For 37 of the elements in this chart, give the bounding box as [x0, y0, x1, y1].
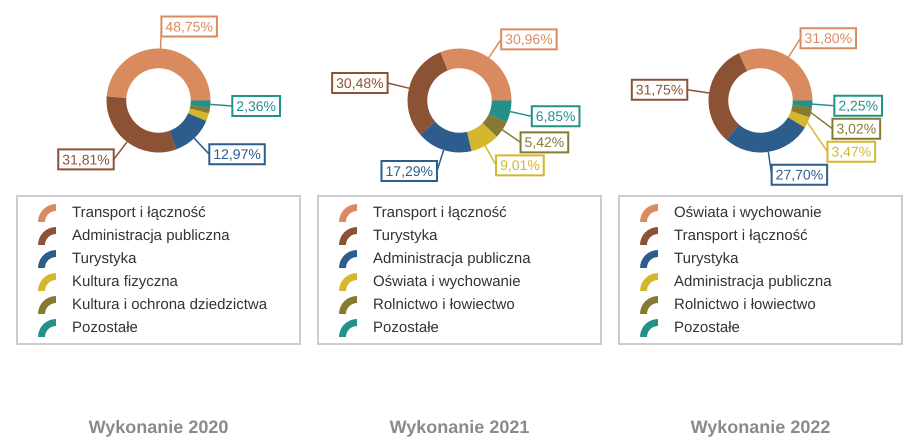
data-label: 12,97% — [213, 146, 261, 162]
data-label: 3,47% — [831, 144, 872, 160]
data-label: 2,36% — [236, 98, 276, 114]
legend-label: Administracja publiczna — [72, 227, 230, 244]
legend-label: Turystyka — [72, 250, 136, 267]
data-label: 31,80% — [804, 30, 852, 46]
data-label: 31,81% — [62, 151, 110, 168]
legend-label: Pozostałe — [72, 319, 138, 336]
data-label: 2,25% — [838, 98, 878, 114]
legend-label: Kultura fizyczna — [72, 273, 178, 290]
data-label: 48,75% — [165, 18, 213, 34]
text: Wykonanie 2021 — [390, 417, 530, 438]
data-label: 30,96% — [505, 31, 553, 48]
legend-label: Rolnictwo i łowiectwo — [373, 296, 515, 313]
data-label: 30,48% — [336, 74, 384, 91]
data-label: 17,29% — [385, 162, 433, 179]
legend-label: Turystyka — [674, 250, 738, 267]
data-label: 27,70% — [776, 166, 824, 183]
legend-label: Administracja publiczna — [674, 273, 832, 290]
legend-label: Transport i łączność — [674, 227, 808, 244]
data-label: 31,75% — [636, 82, 684, 98]
legend-label: Administracja publiczna — [373, 250, 531, 267]
data-label: 5,42% — [524, 134, 564, 150]
legend-label: Pozostałe — [674, 319, 740, 336]
legend-label: Rolnictwo i łowiectwo — [674, 296, 816, 313]
legend-label: Kultura i ochrona dziedzictwa — [72, 296, 268, 313]
data-label: 3,02% — [836, 120, 876, 137]
legend-label: Pozostałe — [373, 319, 439, 336]
legend-label: Transport i łączność — [72, 204, 206, 221]
legend-label: Oświata i wychowanie — [674, 204, 822, 221]
legend-label: Turystyka — [373, 227, 438, 244]
legend-label: Oświata i wychowanie — [373, 273, 521, 290]
legend-label: Transport i łączność — [373, 204, 507, 221]
text: Wykonanie 2020 — [88, 417, 228, 438]
text: Wykonanie 2022 — [690, 417, 830, 438]
data-label: 9,01% — [500, 157, 540, 174]
data-label: 6,85% — [536, 108, 576, 124]
